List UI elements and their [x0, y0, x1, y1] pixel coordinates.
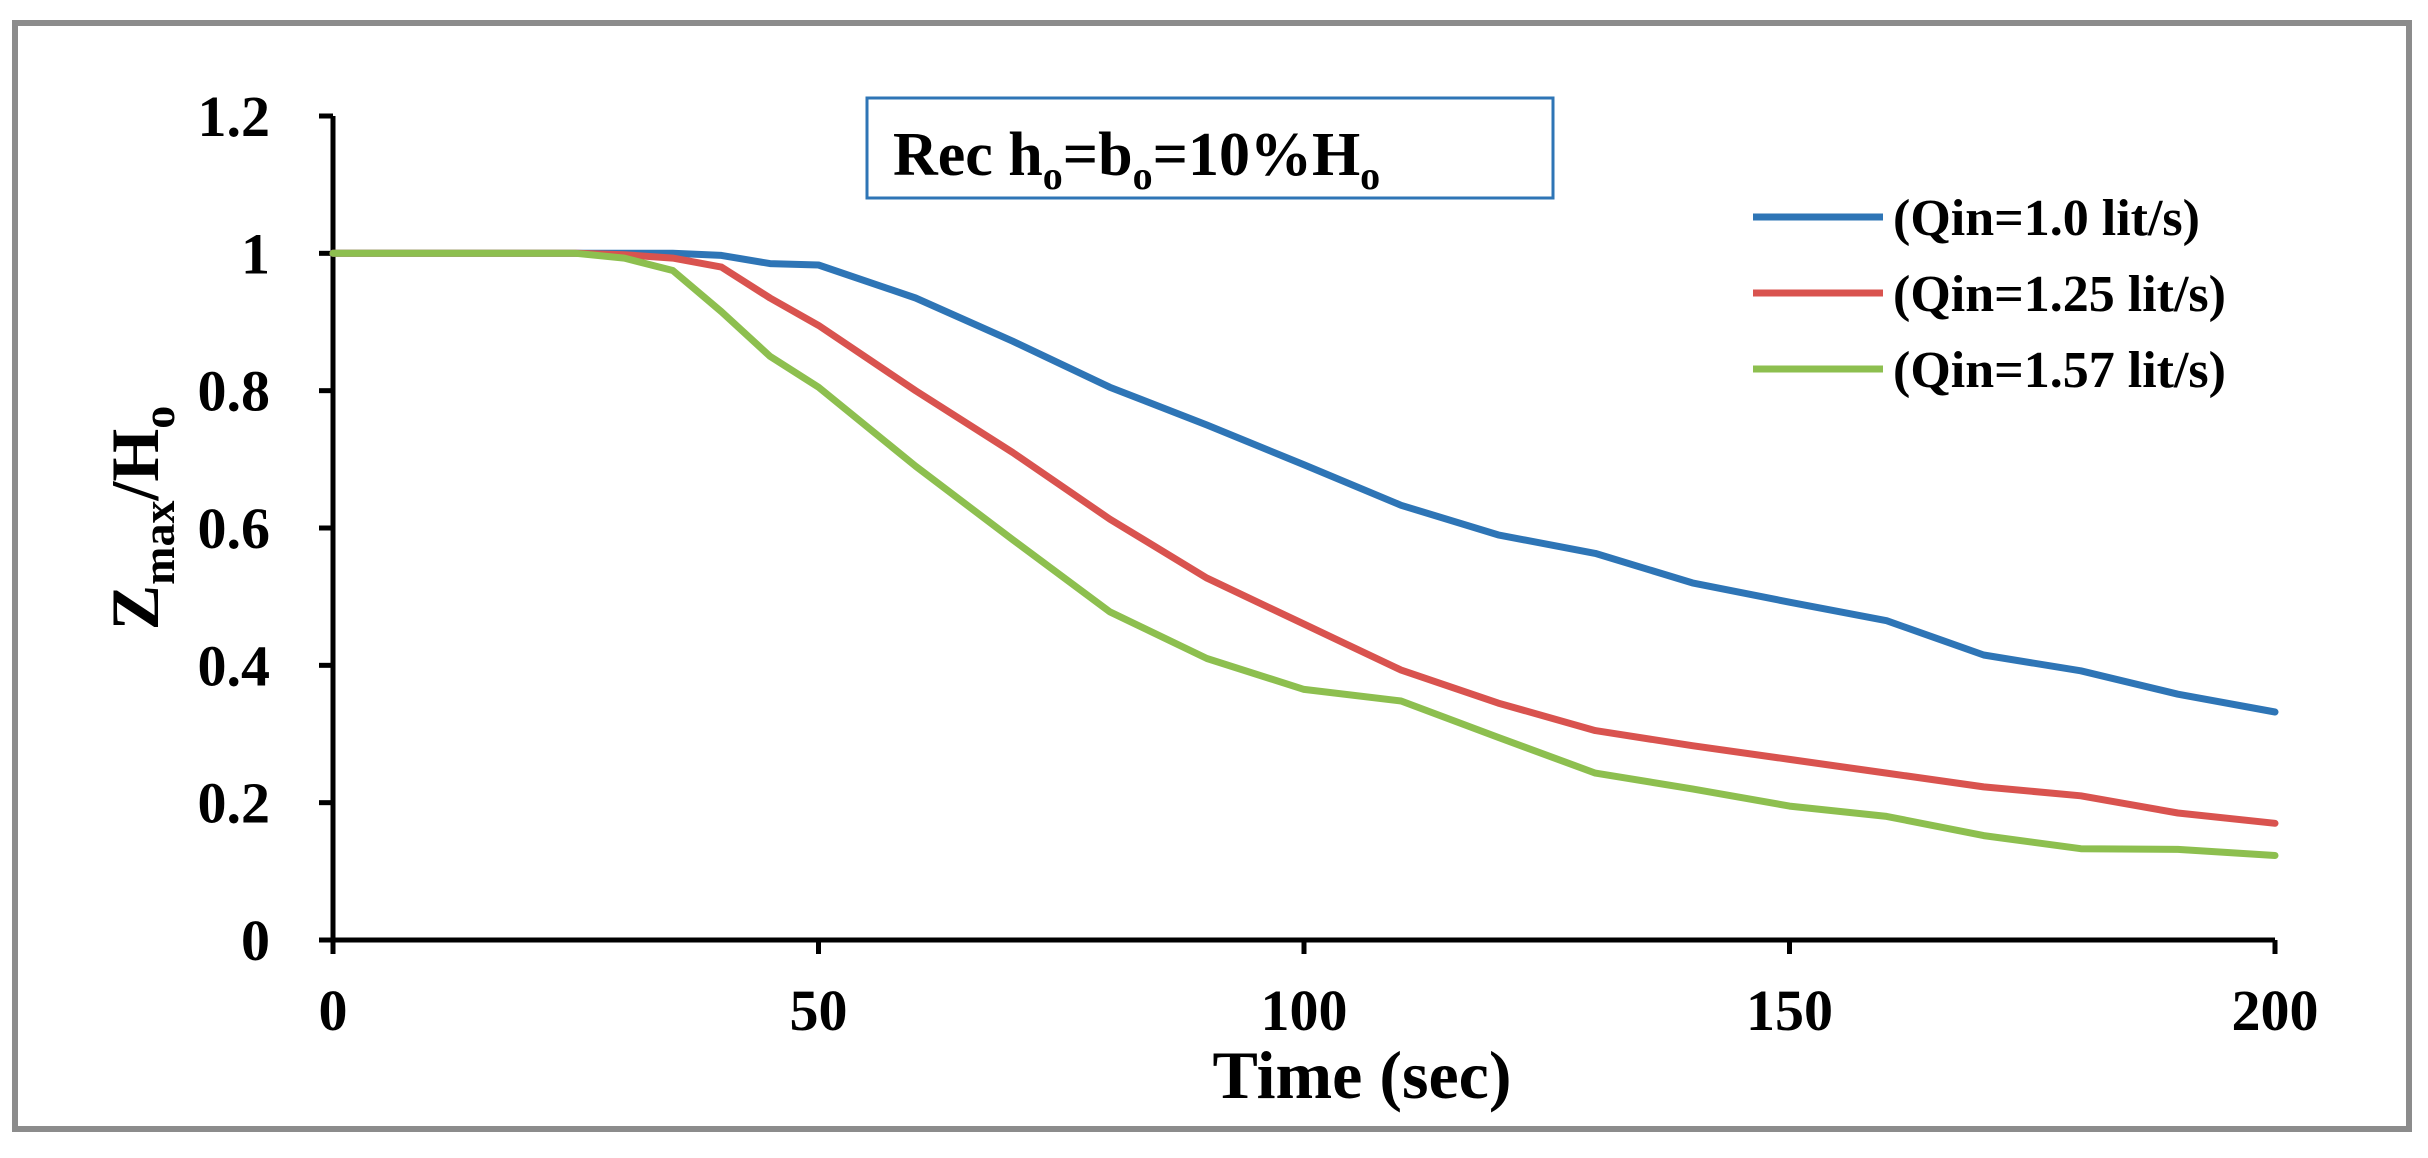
annotation-box: [865, 96, 1555, 200]
y-tick-label: 0.8: [198, 359, 271, 424]
x-axis-title: Time (sec): [1213, 1037, 1512, 1113]
y-tick-label: 0: [241, 908, 270, 973]
legend-label-3: (Qin=1.57 lit/s): [1893, 342, 2226, 399]
legend-label-1: (Qin=1.0 lit/s): [1893, 190, 2200, 247]
series-line-2: [329, 249, 2279, 827]
y-tick-label: 0.6: [198, 496, 271, 561]
x-tick-label: 100: [1261, 978, 1348, 1043]
series-line-3: [329, 249, 2279, 859]
x-tick-label: 200: [2232, 978, 2319, 1043]
x-tick-label: 0: [319, 978, 348, 1043]
annotation-text: Rec ho=bo=10%Ho: [893, 121, 1380, 198]
y-axis-title: Zmax/Ho: [97, 406, 184, 630]
legend-label-2: (Qin=1.25 lit/s): [1893, 266, 2226, 323]
chart-frame: [12, 20, 2412, 1132]
x-tick-label: 150: [1746, 978, 1833, 1043]
y-tick-label: 1: [241, 221, 270, 286]
y-tick-label: 1.2: [198, 84, 271, 149]
y-tick-label: 0.2: [198, 771, 271, 836]
legend: (Qin=1.0 lit/s) (Qin=1.25 lit/s) (Qin=1.57…: [1753, 190, 2226, 399]
series-line-1: [329, 249, 2279, 716]
x-tick-label: 50: [790, 978, 848, 1043]
y-tick-label: 0.4: [198, 633, 271, 698]
series-group: [329, 249, 2279, 859]
